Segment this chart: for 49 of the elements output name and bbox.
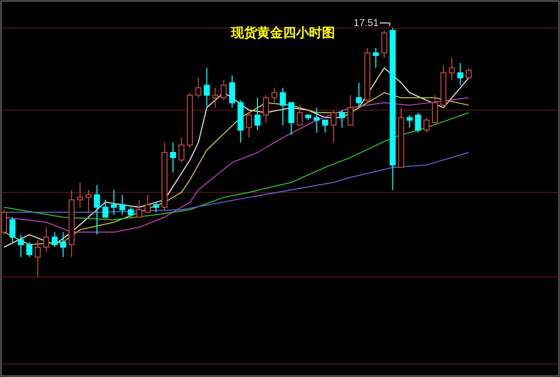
candlestick <box>356 82 362 108</box>
candlestick <box>322 120 328 134</box>
candlestick <box>432 94 438 124</box>
candlestick <box>372 47 379 68</box>
candlestick <box>52 232 58 248</box>
candlestick <box>178 137 184 163</box>
candlestick <box>457 62 464 86</box>
candlestick <box>86 189 92 213</box>
candlestick <box>448 57 455 81</box>
candlestick <box>347 94 354 126</box>
candlestick <box>415 112 422 134</box>
candlestick <box>18 234 24 258</box>
candlestick <box>220 80 227 101</box>
candlestick <box>195 77 202 98</box>
candlestick <box>381 30 388 58</box>
candlestick <box>288 102 294 136</box>
candlestick <box>296 104 303 126</box>
candlestick <box>9 216 16 243</box>
candlestick <box>26 242 32 258</box>
chart-title: 现货黄金四小时图 <box>230 25 335 40</box>
candlestick <box>229 74 236 108</box>
candlestick <box>424 117 430 134</box>
candlestick <box>254 97 260 131</box>
candlestick <box>34 239 41 278</box>
candlestick <box>110 189 117 216</box>
candlestick <box>314 107 320 134</box>
candlestick <box>136 199 142 218</box>
candlestick <box>77 182 84 208</box>
candlestick <box>330 110 337 144</box>
candlestick <box>94 184 100 236</box>
candlestick <box>246 112 252 138</box>
annotation: 17.51 <box>354 18 380 29</box>
candlestick <box>144 194 151 213</box>
candlestick <box>204 67 210 108</box>
candlestick <box>1 209 7 236</box>
candlestick <box>466 67 472 78</box>
candlestick <box>212 87 218 108</box>
candlestick <box>406 114 413 128</box>
candlestick <box>280 87 286 126</box>
candlestick <box>153 202 160 213</box>
candlestick <box>128 206 134 218</box>
candlestick <box>339 110 345 128</box>
candlestick <box>102 199 108 218</box>
candlestick <box>60 232 66 258</box>
candlestick <box>43 226 50 253</box>
candlestick <box>119 194 126 216</box>
candlestick <box>262 94 269 124</box>
candlestick <box>271 87 278 104</box>
candlestick <box>170 142 176 173</box>
